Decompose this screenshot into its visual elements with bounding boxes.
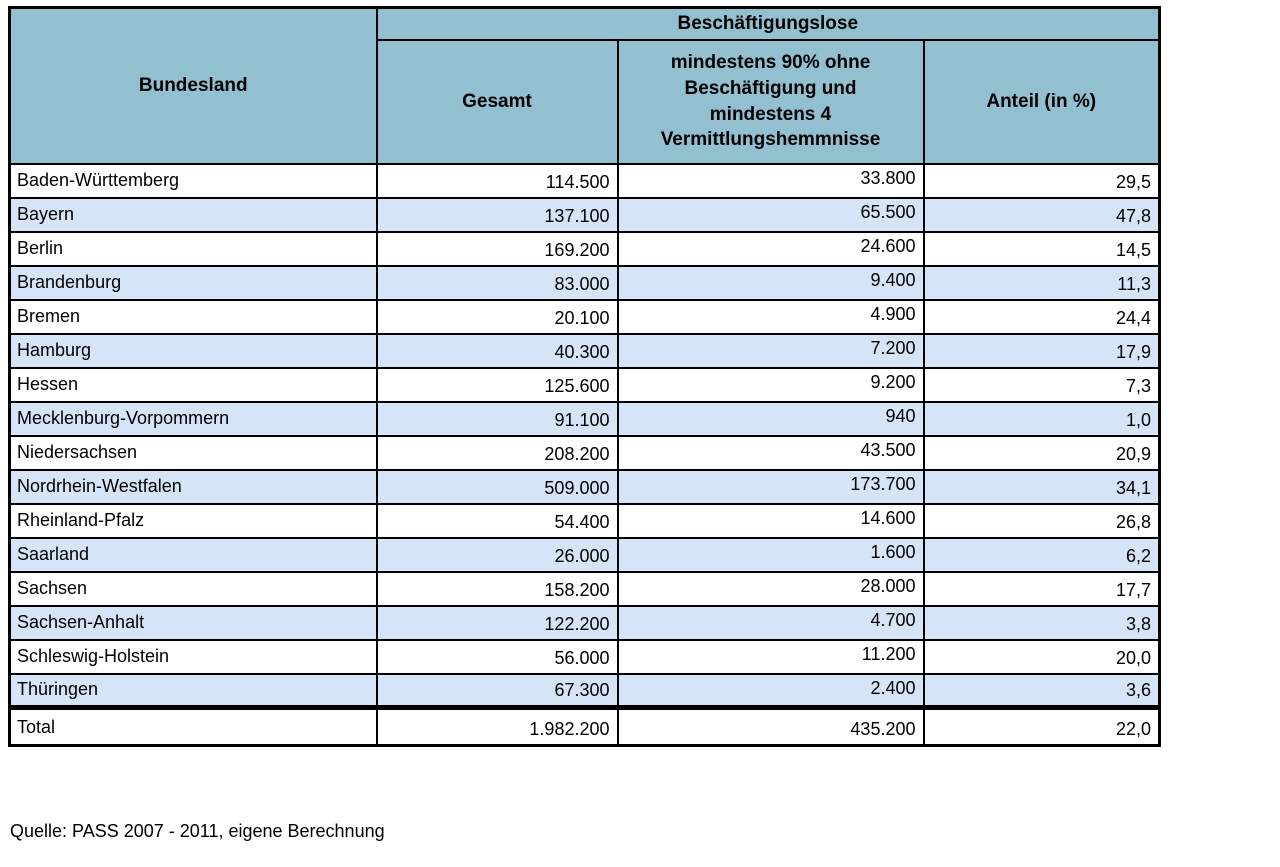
cell-gesamt: 26.000	[375, 536, 619, 573]
cell-bundesland: Brandenburg	[8, 264, 378, 301]
cell-min90: 9.400	[616, 264, 925, 301]
cell-min90: 1.600	[616, 536, 925, 573]
cell-gesamt: 158.200	[375, 570, 619, 607]
cell-bundesland: Sachsen	[8, 570, 378, 607]
cell-anteil: 3,8	[922, 604, 1161, 641]
table-row: Saarland 26.000 1.600 6,2	[8, 536, 1161, 573]
header-subrow: Gesamt mindestens 90% ohne Beschäftigung…	[10, 38, 1161, 165]
cell-min90: 24.600	[616, 230, 925, 267]
table-row: Sachsen-Anhalt 122.200 4.700 3,8	[8, 604, 1161, 641]
table-row: Bremen 20.100 4.900 24,4	[8, 298, 1161, 335]
cell-gesamt: 91.100	[375, 400, 619, 437]
cell-gesamt: 122.200	[375, 604, 619, 641]
cell-bundesland: Niedersachsen	[8, 434, 378, 471]
cell-anteil: 3,6	[922, 672, 1161, 709]
cell-gesamt: 67.300	[375, 672, 619, 709]
total-label: Total	[8, 705, 378, 747]
cell-anteil: 47,8	[922, 196, 1161, 233]
cell-min90: 65.500	[616, 196, 925, 233]
cell-bundesland: Saarland	[8, 536, 378, 573]
cell-gesamt: 20.100	[375, 298, 619, 335]
cell-bundesland: Nordrhein-Westfalen	[8, 468, 378, 505]
cell-anteil: 14,5	[922, 230, 1161, 267]
cell-gesamt: 54.400	[375, 502, 619, 539]
cell-anteil: 1,0	[922, 400, 1161, 437]
column-header-gesamt: Gesamt	[375, 38, 619, 165]
cell-bundesland: Schleswig-Holstein	[8, 638, 378, 675]
table-row: Thüringen 67.300 2.400 3,6	[8, 672, 1161, 709]
table-row: Berlin 169.200 24.600 14,5	[8, 230, 1161, 267]
cell-bundesland: Mecklenburg-Vorpommern	[8, 400, 378, 437]
cell-gesamt: 509.000	[375, 468, 619, 505]
cell-min90: 173.700	[616, 468, 925, 505]
cell-gesamt: 208.200	[375, 434, 619, 471]
cell-min90: 4.700	[616, 604, 925, 641]
cell-anteil: 20,9	[922, 434, 1161, 471]
table-header: Bundesland Beschäftigungslose Gesamt min…	[8, 6, 1161, 165]
cell-gesamt: 169.200	[375, 230, 619, 267]
cell-gesamt: 114.500	[375, 162, 619, 199]
header-group-row: Bundesland Beschäftigungslose	[8, 6, 1161, 165]
cell-anteil: 17,7	[922, 570, 1161, 607]
cell-gesamt: 56.000	[375, 638, 619, 675]
cell-min90: 4.900	[616, 298, 925, 335]
cell-min90: 2.400	[616, 672, 925, 709]
cell-min90: 33.800	[616, 162, 925, 199]
cell-bundesland: Rheinland-Pfalz	[8, 502, 378, 539]
cell-min90: 7.200	[616, 332, 925, 369]
column-header-anteil: Anteil (in %)	[922, 38, 1161, 165]
cell-bundesland: Thüringen	[8, 672, 378, 709]
cell-anteil: 7,3	[922, 366, 1161, 403]
total-min90: 435.200	[616, 705, 925, 747]
cell-anteil: 34,1	[922, 468, 1161, 505]
cell-bundesland: Hamburg	[8, 332, 378, 369]
cell-anteil: 29,5	[922, 162, 1161, 199]
cell-anteil: 24,4	[922, 298, 1161, 335]
table-row: Baden-Württemberg 114.500 33.800 29,5	[8, 162, 1161, 199]
cell-bundesland: Bayern	[8, 196, 378, 233]
table-row: Sachsen 158.200 28.000 17,7	[8, 570, 1161, 607]
table-row: Bayern 137.100 65.500 47,8	[8, 196, 1161, 233]
table-row: Nordrhein-Westfalen 509.000 173.700 34,1	[8, 468, 1161, 505]
cell-anteil: 26,8	[922, 502, 1161, 539]
cell-bundesland: Hessen	[8, 366, 378, 403]
cell-min90: 43.500	[616, 434, 925, 471]
cell-min90: 11.200	[616, 638, 925, 675]
column-header-min90-text: mindestens 90% ohne Beschäftigung und mi…	[660, 52, 881, 151]
column-header-min90: mindestens 90% ohne Beschäftigung und mi…	[616, 38, 925, 165]
cell-min90: 28.000	[616, 570, 925, 607]
cell-gesamt: 40.300	[375, 332, 619, 369]
table-row: Hessen 125.600 9.200 7,3	[8, 366, 1161, 403]
table-row: Hamburg 40.300 7.200 17,9	[8, 332, 1161, 369]
cell-gesamt: 137.100	[375, 196, 619, 233]
cell-min90: 14.600	[616, 502, 925, 539]
column-group-header-beschaeftigungslose: Beschäftigungslose	[375, 6, 1161, 41]
table-row: Rheinland-Pfalz 54.400 14.600 26,8	[8, 502, 1161, 539]
table-row: Niedersachsen 208.200 43.500 20,9	[8, 434, 1161, 471]
total-row: Total 1.982.200 435.200 22,0	[8, 705, 1161, 747]
table-footer: Total 1.982.200 435.200 22,0	[8, 705, 1161, 747]
cell-bundesland: Sachsen-Anhalt	[8, 604, 378, 641]
cell-gesamt: 125.600	[375, 366, 619, 403]
table-row: Mecklenburg-Vorpommern 91.100 940 1,0	[8, 400, 1161, 437]
cell-gesamt: 83.000	[375, 264, 619, 301]
bundesland-employment-table: Bundesland Beschäftigungslose Gesamt min…	[8, 6, 1161, 747]
cell-min90: 9.200	[616, 366, 925, 403]
total-gesamt: 1.982.200	[375, 705, 619, 747]
cell-bundesland: Bremen	[8, 298, 378, 335]
cell-min90: 940	[616, 400, 925, 437]
cell-bundesland: Berlin	[8, 230, 378, 267]
source-note: Quelle: PASS 2007 - 2011, eigene Berechn…	[10, 821, 385, 841]
total-anteil: 22,0	[922, 705, 1161, 747]
cell-anteil: 11,3	[922, 264, 1161, 301]
cell-anteil: 20,0	[922, 638, 1161, 675]
cell-bundesland: Baden-Württemberg	[8, 162, 378, 199]
table-row: Brandenburg 83.000 9.400 11,3	[8, 264, 1161, 301]
cell-anteil: 17,9	[922, 332, 1161, 369]
table-body: Baden-Württemberg 114.500 33.800 29,5 Ba…	[8, 162, 1161, 709]
table-row: Schleswig-Holstein 56.000 11.200 20,0	[8, 638, 1161, 675]
cell-anteil: 6,2	[922, 536, 1161, 573]
column-header-bundesland: Bundesland	[8, 6, 378, 165]
